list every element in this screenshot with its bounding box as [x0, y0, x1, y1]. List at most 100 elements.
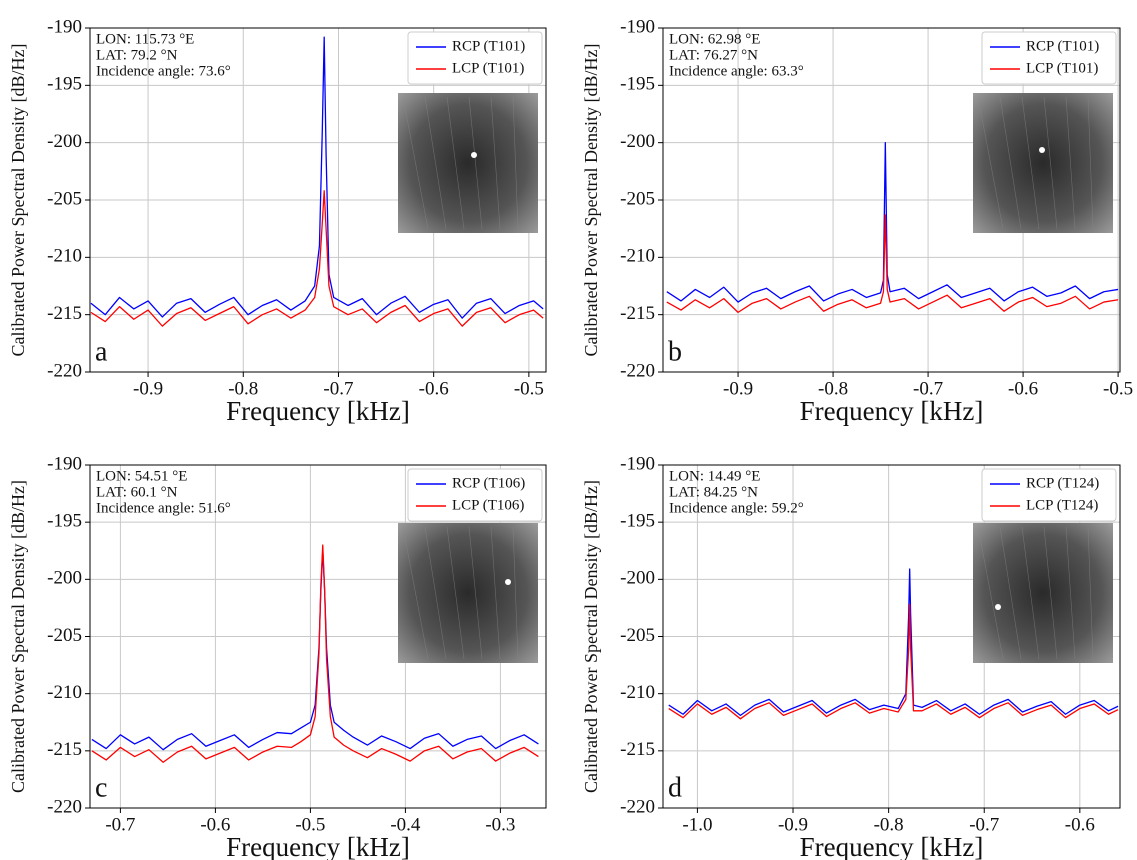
y-tick-label: -195	[620, 74, 655, 95]
y-tick-label: -215	[620, 739, 655, 760]
inset-texture	[1065, 96, 1076, 230]
y-axis-label: Calibrated Power Spectral Density [dB/Hz…	[581, 44, 601, 357]
inset-image	[398, 523, 538, 663]
inset-texture	[490, 526, 501, 660]
series-line	[668, 603, 1119, 720]
x-tick-label: -0.4	[390, 814, 421, 835]
y-tick-label: -210	[47, 246, 82, 267]
legend-label: LCP (T101)	[1026, 60, 1098, 76]
x-tick-label: -0.6	[1065, 814, 1095, 835]
inset-texture	[1043, 526, 1058, 660]
x-axis-label: Frequency [kHz]	[800, 396, 984, 426]
x-tick-label: -0.6	[200, 814, 230, 835]
x-tick-label: -0.6	[1008, 378, 1038, 399]
annotation: LON: 54.51 °E	[96, 468, 187, 484]
x-tick-label: -1.0	[682, 814, 712, 835]
y-tick-label: -210	[47, 682, 82, 703]
x-tick-label: -0.9	[778, 814, 808, 835]
plot-frame	[89, 464, 547, 809]
annotation: LAT: 79.2 °N	[96, 47, 178, 63]
legend-label: LCP (T124)	[1026, 497, 1098, 513]
inset-dot	[1039, 147, 1045, 153]
x-tick-label: -0.9	[723, 378, 753, 399]
y-tick-label: -215	[620, 303, 655, 324]
inset-texture	[1087, 526, 1094, 660]
x-tick-label: -0.6	[419, 378, 449, 399]
inset-texture	[402, 526, 429, 660]
panel-label: c	[95, 772, 107, 803]
annotation: Incidence angle: 59.2°	[669, 500, 804, 516]
y-tick-label: -190	[47, 16, 82, 37]
y-tick-label: -200	[47, 568, 82, 589]
y-tick-label: -190	[620, 453, 655, 474]
y-tick-label: -190	[47, 453, 82, 474]
y-tick-label: -210	[620, 246, 655, 267]
inset-texture	[1065, 526, 1076, 660]
y-tick-label: -210	[620, 682, 655, 703]
annotation: LAT: 60.1 °N	[96, 484, 178, 500]
panel-label: a	[95, 336, 108, 367]
y-tick-label: -220	[47, 796, 82, 817]
plot-frame	[89, 27, 547, 373]
legend-label: LCP (T101)	[452, 60, 524, 76]
series-line	[90, 36, 544, 319]
x-tick-label: -0.8	[874, 814, 904, 835]
legend-label: LCP (T106)	[452, 497, 524, 513]
inset-texture	[977, 526, 1004, 660]
x-tick-label: -0.5	[514, 378, 544, 399]
y-tick-label: -220	[620, 796, 655, 817]
x-axis-label: Frequency [kHz]	[226, 832, 410, 860]
annotation: Incidence angle: 51.6°	[96, 500, 231, 516]
plot-frame	[662, 464, 1121, 809]
x-tick-label: -0.7	[323, 378, 353, 399]
annotation: LAT: 76.27 °N	[669, 47, 758, 63]
y-axis-label: Calibrated Power Spectral Density [dB/Hz…	[8, 480, 28, 793]
y-tick-label: -215	[47, 303, 82, 324]
y-tick-label: -195	[47, 511, 82, 532]
legend-box	[981, 31, 1117, 85]
y-tick-label: -200	[620, 131, 655, 152]
x-axis-label: Frequency [kHz]	[800, 832, 984, 860]
annotation: LON: 115.73 °E	[96, 31, 194, 47]
y-tick-label: -190	[620, 16, 655, 37]
inset-image	[398, 93, 538, 233]
annotation: Incidence angle: 73.6°	[96, 63, 231, 79]
annotation: LON: 62.98 °E	[669, 31, 760, 47]
x-tick-label: -0.7	[913, 378, 943, 399]
inset-image	[973, 93, 1113, 233]
inset-texture	[977, 96, 1004, 230]
inset-texture	[468, 96, 483, 230]
plot-frame	[662, 27, 1121, 373]
panel-label: d	[668, 772, 682, 803]
legend-box	[407, 468, 543, 522]
legend-box	[981, 468, 1117, 522]
inset-texture	[490, 96, 501, 230]
annotation: LON: 14.49 °E	[669, 468, 760, 484]
x-axis-label: Frequency [kHz]	[226, 396, 410, 426]
panel: -220 -215 -210 -205 -200 -195 -190 -1.0 -0.9 -0.8…	[581, 453, 1121, 860]
inset-texture	[512, 96, 519, 230]
y-axis-label: Calibrated Power Spectral Density [dB/Hz…	[8, 44, 28, 357]
y-tick-label: -220	[620, 360, 655, 381]
inset-texture	[446, 96, 465, 230]
x-tick-label: -0.9	[133, 378, 163, 399]
x-tick-label: -0.8	[228, 378, 258, 399]
series-line	[666, 214, 1119, 314]
y-tick-label: -200	[620, 568, 655, 589]
x-tick-label: -0.7	[105, 814, 135, 835]
y-tick-label: -205	[47, 188, 82, 209]
x-tick-label: -0.8	[818, 378, 848, 399]
series-line	[91, 544, 539, 763]
series-line	[668, 568, 1119, 717]
legend-label: RCP (T124)	[1026, 475, 1099, 491]
y-tick-label: -195	[47, 74, 82, 95]
y-axis-label: Calibrated Power Spectral Density [dB/Hz…	[581, 480, 601, 793]
inset-texture	[1021, 526, 1040, 660]
panel: -220 -215 -210 -205 -200 -195 -190 -0.9 -0.8 -0.7…	[581, 16, 1133, 426]
annotation: Incidence angle: 63.3°	[669, 63, 804, 79]
x-tick-label: -0.5	[295, 814, 325, 835]
y-tick-label: -220	[47, 360, 82, 381]
inset-texture	[424, 96, 447, 230]
inset-texture	[999, 526, 1022, 660]
